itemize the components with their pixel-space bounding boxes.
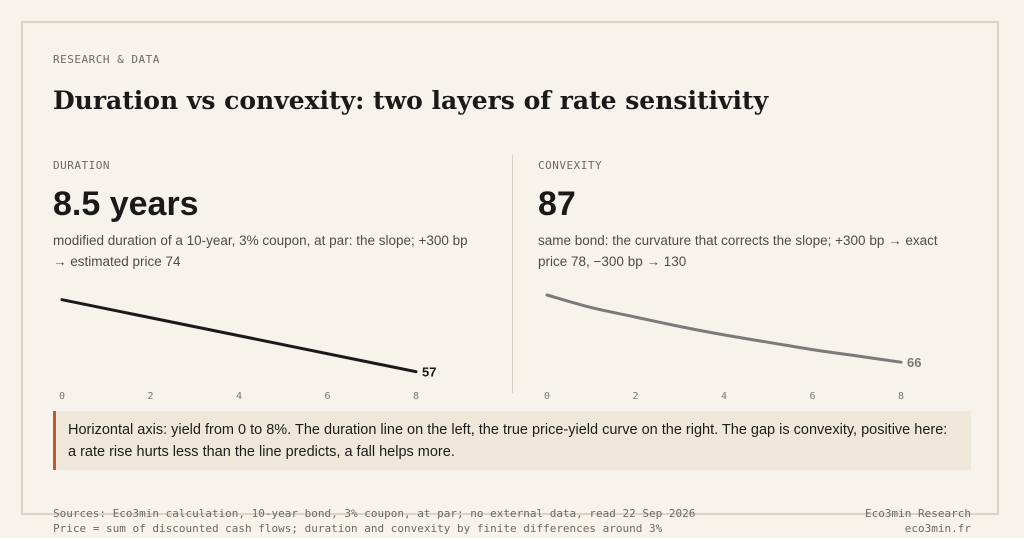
convexity-end-label: 66 [907,355,921,370]
convexity-chart: 66 0 2 4 6 8 [544,293,921,402]
footer-method: Price = sum of discounted cash flows; du… [53,522,663,535]
convexity-panel: CONVEXITY 87 same bond: the curvature th… [538,155,978,272]
panel-divider [512,155,513,393]
convexity-label: CONVEXITY [538,159,603,172]
duration-x-tick-label: 4 [236,391,242,402]
convexity-x-tick-label: 4 [721,391,727,402]
duration-label: DURATION [53,159,110,172]
footer-brand: Eco3min Research [865,507,971,520]
duration-x-tick-label: 0 [59,391,65,402]
duration-x-tick-label: 8 [413,391,419,402]
convexity-x-tick-label: 2 [632,391,638,402]
convexity-series-line [545,293,903,364]
convexity-x-tick-label: 6 [809,391,815,402]
duration-description: modified duration of a 10-year, 3% coupo… [53,233,468,269]
duration-value: 8.5 years [53,185,199,223]
frame-border [21,21,999,515]
convexity-x-tick-label: 0 [544,391,550,402]
duration-chart: 57 0 2 4 6 8 [59,298,436,402]
convexity-description: same bond: the curvature that corrects t… [538,233,938,269]
convexity-value: 87 [538,185,576,223]
page-title: Duration vs convexity: two layers of rat… [53,86,769,115]
duration-panel: DURATION 8.5 years modified duration of … [53,155,493,272]
footer-site: eco3min.fr [904,522,971,535]
section-eyebrow: RESEARCH & DATA [53,53,160,66]
duration-x-tick-label: 2 [147,391,153,402]
footer-sources: Sources: Eco3min calculation, 10-year bo… [53,507,696,520]
duration-end-label: 57 [422,365,436,380]
explanation-note: Horizontal axis: yield from 0 to 8%. The… [53,411,971,470]
duration-series-line [60,298,418,374]
convexity-x-tick-label: 8 [898,391,904,402]
duration-x-tick-label: 6 [324,391,330,402]
